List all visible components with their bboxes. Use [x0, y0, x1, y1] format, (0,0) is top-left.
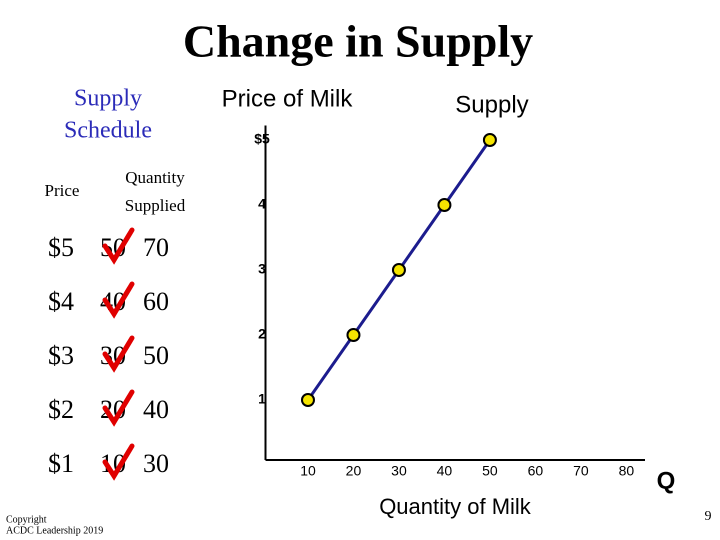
slide-title: Change in Supply	[183, 16, 533, 67]
x-tick-label: 70	[573, 463, 589, 479]
y-tick-label: 4	[258, 196, 266, 212]
price-cell: $3	[48, 341, 74, 370]
y-tick-label: 3	[258, 261, 266, 277]
price-cell: $4	[48, 287, 74, 316]
cross-out-check	[102, 227, 135, 265]
price-cell: $5	[48, 233, 74, 262]
table-header: Quantity	[125, 168, 185, 187]
x-tick-label: 60	[528, 463, 544, 479]
x-tick-label: 80	[619, 463, 635, 479]
price-cell: $2	[48, 395, 74, 424]
point-marker	[391, 263, 406, 277]
x-axis-label: Quantity of Milk	[379, 494, 532, 519]
new-quantity-cell: 30	[143, 449, 169, 478]
table-header: Supplied	[125, 196, 186, 215]
y-axis-label: Price of Milk	[222, 85, 354, 112]
point-marker	[482, 133, 497, 147]
x-axis-symbol: Q	[657, 467, 676, 494]
series-label: Supply	[455, 91, 528, 118]
y-tick-label: 2	[258, 326, 266, 342]
cross-out-check	[102, 335, 135, 373]
point-marker	[300, 393, 315, 407]
page-number: 9	[705, 509, 712, 524]
cross-out-check	[102, 389, 135, 427]
copyright: Copyright	[6, 514, 47, 525]
cross-out-check	[102, 281, 135, 319]
schedule-title: Supply	[74, 86, 142, 112]
x-tick-label: 50	[482, 463, 498, 479]
x-tick-label: 30	[391, 463, 407, 479]
x-tick-label: 10	[300, 463, 316, 479]
cross-out-check	[102, 443, 135, 481]
new-quantity-cell: 50	[143, 341, 169, 370]
new-quantity-cell: 40	[143, 395, 169, 424]
point-marker	[346, 328, 361, 342]
x-tick-label: 40	[437, 463, 453, 479]
table-header: Price	[45, 181, 80, 200]
point-marker	[437, 198, 452, 212]
copyright: ACDC Leadership 2019	[6, 525, 103, 536]
new-quantity-cell: 70	[143, 233, 169, 262]
y-tick-label: $5	[254, 131, 270, 147]
y-tick-label: 1	[258, 391, 266, 407]
new-quantity-cell: 60	[143, 287, 169, 316]
schedule-title: Schedule	[64, 118, 152, 144]
x-tick-label: 20	[346, 463, 362, 479]
price-cell: $1	[48, 449, 74, 478]
